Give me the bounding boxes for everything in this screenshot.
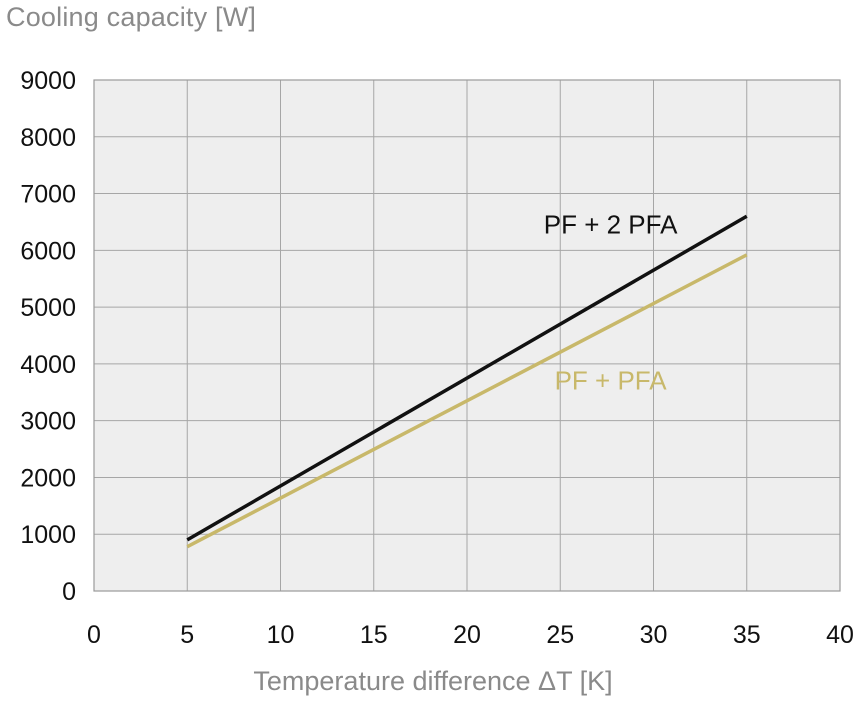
y-tick-label: 8000 bbox=[20, 124, 76, 152]
plot-frame bbox=[93, 79, 841, 592]
y-tick-label: 7000 bbox=[20, 181, 76, 209]
series-label: PF + PFA bbox=[555, 365, 668, 395]
x-tick-labels: 0 5 10 15 20 25 30 35 40 bbox=[87, 621, 854, 649]
x-tick-label: 15 bbox=[360, 621, 388, 649]
x-tick-label: 20 bbox=[453, 621, 481, 649]
series-label: PF + 2 PFA bbox=[544, 209, 678, 239]
series-line bbox=[186, 253, 748, 549]
x-tick-label: 5 bbox=[180, 621, 194, 649]
x-tick-label: 30 bbox=[640, 621, 668, 649]
y-tick-labels: 0 1000 2000 3000 4000 5000 6000 7000 8000 9000 bbox=[20, 67, 76, 606]
x-tick-label: 35 bbox=[733, 621, 761, 649]
y-tick-label: 0 bbox=[62, 578, 76, 606]
y-tick-label: 1000 bbox=[20, 521, 76, 549]
series-line bbox=[186, 214, 748, 542]
x-tick-label: 40 bbox=[826, 621, 854, 649]
x-tick-label: 25 bbox=[546, 621, 574, 649]
x-axis-label: Temperature difference ΔT [K] bbox=[253, 666, 613, 696]
y-tick-label: 2000 bbox=[20, 464, 76, 492]
x-tick-label: 0 bbox=[87, 621, 101, 649]
y-axis-label: Cooling capacity [W] bbox=[6, 2, 257, 32]
y-tick-label: 4000 bbox=[20, 351, 76, 379]
y-tick-label: 5000 bbox=[20, 294, 76, 322]
y-tick-label: 9000 bbox=[20, 67, 76, 95]
series-group: PF + 2 PFA PF + PFA bbox=[186, 209, 748, 549]
x-tick-label: 10 bbox=[267, 621, 295, 649]
y-tick-label: 6000 bbox=[20, 237, 76, 265]
y-tick-label: 3000 bbox=[20, 408, 76, 436]
